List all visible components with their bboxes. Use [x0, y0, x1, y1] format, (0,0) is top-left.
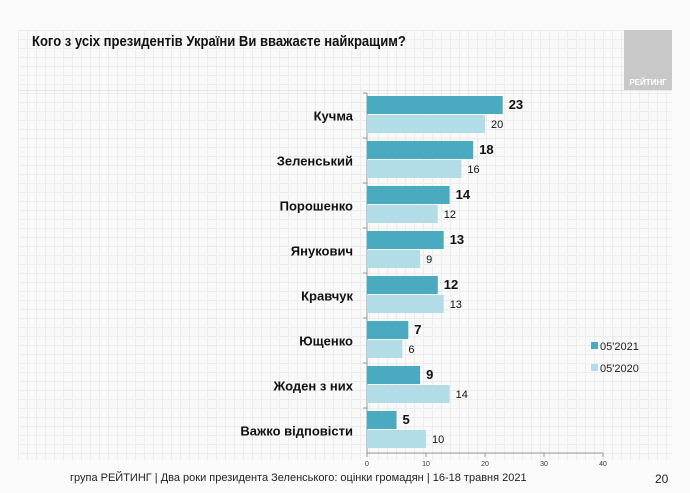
category-label: Кучма: [314, 109, 354, 124]
x-tick-label: 30: [540, 461, 548, 468]
bar-05'2020: [367, 115, 485, 133]
data-label: 5: [403, 412, 410, 427]
data-label: 18: [479, 142, 493, 157]
bar-05'2021: [367, 231, 444, 249]
category-label: Ющенко: [299, 334, 353, 349]
bar-05'2020: [367, 385, 450, 403]
footer-text: група РЕЙТИНГ | Два роки президента Зеле…: [70, 472, 527, 484]
category-label: Янукович: [291, 244, 353, 259]
bar-05'2020: [367, 205, 438, 223]
data-label: 7: [414, 322, 421, 337]
x-tick-label: 0: [365, 461, 369, 468]
x-tick-label: 20: [481, 461, 489, 468]
bar-05'2021: [367, 141, 474, 159]
logo-text: РЕЙТИНГ: [629, 78, 667, 87]
data-label: 20: [491, 119, 503, 131]
bar-05'2020: [367, 295, 444, 313]
bar-05'2021: [367, 276, 438, 294]
x-tick-label: 40: [599, 461, 607, 468]
bar-05'2020: [367, 250, 421, 268]
header-divider: [18, 90, 672, 91]
data-label: 12: [444, 209, 456, 221]
logo: РЕЙТИНГ: [624, 30, 672, 90]
data-label: 10: [432, 434, 444, 446]
legend-swatch: [591, 364, 598, 371]
data-label: 23: [509, 97, 523, 112]
bar-05'2020: [367, 340, 403, 358]
data-label: 6: [408, 344, 414, 356]
data-label: 13: [450, 299, 462, 311]
category-label: Зеленський: [277, 154, 353, 169]
data-label: 12: [444, 277, 458, 292]
legend-swatch: [591, 342, 598, 349]
category-label: Кравчук: [301, 289, 353, 304]
legend-label: 05'2021: [600, 341, 639, 353]
category-label: Жоден з них: [273, 379, 354, 394]
data-label: 16: [467, 164, 479, 176]
bar-05'2021: [367, 186, 450, 204]
category-label: Порошенко: [280, 199, 353, 214]
bar-05'2020: [367, 430, 426, 448]
category-label: Важко відповісти: [240, 424, 353, 439]
chart-title: Кого з усіх президентів України Ви вважа…: [32, 34, 406, 50]
data-label: 9: [426, 254, 432, 266]
background-grid: [18, 30, 672, 460]
bar-05'2021: [367, 366, 421, 384]
bar-05'2021: [367, 411, 397, 429]
data-label: 13: [450, 232, 464, 247]
x-tick-label: 10: [422, 461, 430, 468]
legend-label: 05'2020: [600, 363, 639, 375]
data-label: 9: [426, 367, 433, 382]
bar-05'2021: [367, 96, 503, 114]
bar-05'2021: [367, 321, 409, 339]
data-label: 14: [456, 389, 468, 401]
page-number: 20: [655, 472, 669, 486]
bar-05'2020: [367, 160, 462, 178]
data-label: 14: [456, 187, 471, 202]
